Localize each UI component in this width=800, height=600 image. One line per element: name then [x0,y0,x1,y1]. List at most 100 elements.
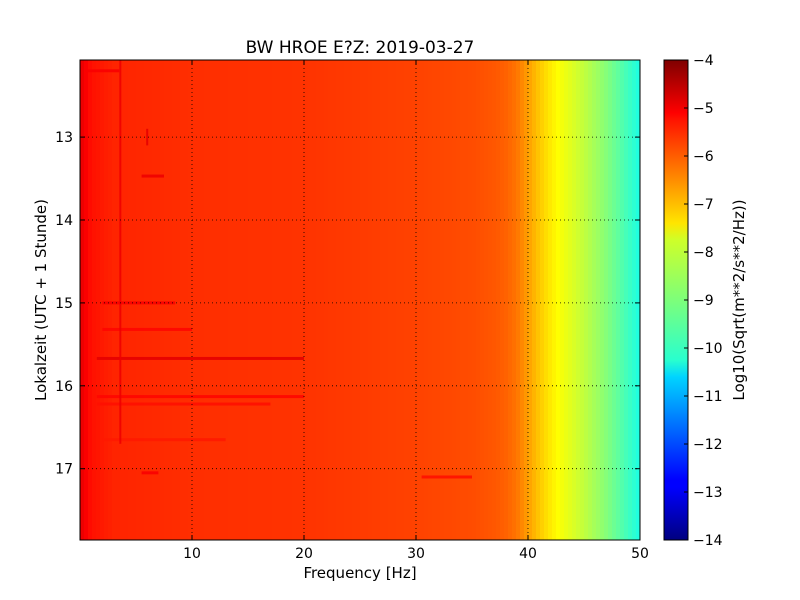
spectrum-column [508,60,513,540]
spectrum-column [148,60,153,540]
colorbar-tick-label: −12 [693,437,723,453]
event-band [141,471,159,475]
spectrum-column [248,60,253,540]
spectrum-column [348,60,353,540]
spectrum-column [372,60,377,540]
spectrum-column [364,60,369,540]
spectrum-column [460,60,465,540]
spectrum-column [516,60,521,540]
x-tick-label: 10 [183,546,201,562]
spectrum-column [368,60,373,540]
event-band [96,402,271,406]
x-tick-label: 50 [631,546,649,562]
colorbar-tick-label: −5 [693,101,714,117]
spectrum-column [636,60,640,540]
spectrum-column [556,60,561,540]
y-tick-label: 14 [55,213,73,229]
plot-frame [79,59,641,541]
x-tick-label: 30 [407,546,425,562]
spectrum-column [524,60,529,540]
spectrum-column [496,60,501,540]
spectrum-column [616,60,621,540]
spectrum-column [548,60,553,540]
spectrum-column [172,60,177,540]
spectrum-column [560,60,565,540]
spectrum-column [196,60,201,540]
spectrum-column [336,60,341,540]
spectrum-column [260,60,265,540]
spectrum-column [292,60,297,540]
spectrum-column [288,60,293,540]
spectrum-column [312,60,317,540]
spectrum-column [140,60,145,540]
spectrum-column [144,60,149,540]
spectrum-column [168,60,173,540]
y-axis: 13 14 15 16 17 [55,130,640,478]
spectrum-column [200,60,205,540]
spectrum-column [428,60,433,540]
grid [80,60,640,540]
spectrum-column [484,60,489,540]
spectrum-column [416,60,421,540]
spectrum-column [192,60,197,540]
spectrum-column [540,60,545,540]
spectrum-column [464,60,469,540]
spectrum-column [80,60,85,540]
spectrum-column [284,60,289,540]
spectrum-column [380,60,385,540]
spectrum-column [104,60,109,540]
spectrum-column [136,60,141,540]
event-band [102,438,226,442]
spectrum-column [604,60,609,540]
spectrum-column [440,60,445,540]
spectrum-column [468,60,473,540]
spectrum-column [256,60,261,540]
spectrum-column [160,60,165,540]
spectrum-column [544,60,549,540]
spectrum-column [184,60,189,540]
spectrum-column [204,60,209,540]
spectrum-column [620,60,625,540]
x-axis-label: Frequency [Hz] [303,564,416,582]
spectrum-column [124,60,129,540]
spectrum-column [456,60,461,540]
spectrum-column [300,60,305,540]
spectrum-column [152,60,157,540]
spectrum-column [472,60,477,540]
y-tick-label: 16 [55,379,73,395]
spectrum-column [572,60,577,540]
spectrum-column [100,60,105,540]
spectrum-column [608,60,613,540]
colorbar-label: Log10(Sqrt(m**2/s**2/Hz)) [730,199,748,400]
spectrum-column [504,60,509,540]
spectrum-column [536,60,541,540]
spectrum-column [88,60,93,540]
spectrum-column [400,60,405,540]
spectrum-column [116,60,121,540]
spectrum-column [304,60,309,540]
spectrum-column [216,60,221,540]
event-band [102,301,176,305]
colorbar-tick-label: −13 [693,485,723,501]
spectrum-column [176,60,181,540]
event-band [96,356,304,360]
colorbar-tick-label: −11 [693,389,723,405]
spectrum-column [612,60,617,540]
spectrum-column [268,60,273,540]
spectrum-column [632,60,637,540]
spectrum-column [224,60,229,540]
x-tick-label: 20 [295,546,313,562]
spectrum-column [376,60,381,540]
narrowband-line [119,60,122,444]
spectrum-column [132,60,137,540]
spectrum-column [344,60,349,540]
colorbar-tick-label: −4 [693,53,714,69]
spectrum-column [592,60,597,540]
spectrum-column [324,60,329,540]
heatmap [80,60,640,540]
spectrum-column [112,60,117,540]
spectrum-column [208,60,213,540]
spectrum-column [584,60,589,540]
spectrum-column [388,60,393,540]
